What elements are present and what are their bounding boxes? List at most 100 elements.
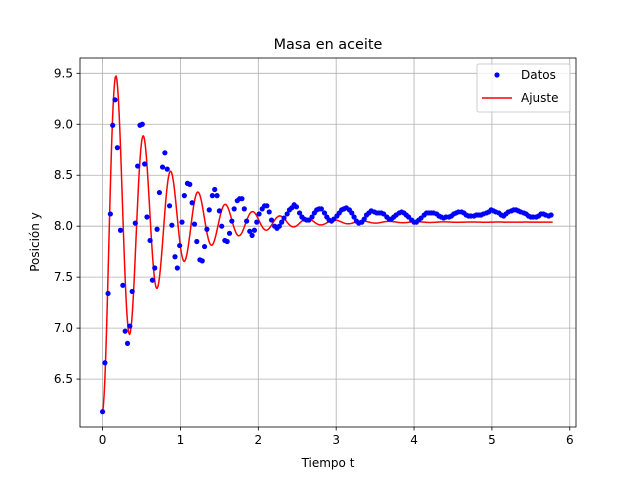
data-point xyxy=(177,242,183,249)
data-point xyxy=(174,265,180,271)
data-point xyxy=(189,200,195,206)
data-point xyxy=(181,193,187,199)
y-tick-label: 9.0 xyxy=(54,117,73,131)
data-point xyxy=(102,360,108,366)
data-point xyxy=(156,189,163,196)
data-point xyxy=(206,207,212,213)
data-point xyxy=(281,215,287,221)
legend-marker-datos xyxy=(494,72,500,78)
x-tick-label: 1 xyxy=(177,433,185,447)
y-tick-label: 9.5 xyxy=(54,66,73,80)
data-point xyxy=(351,214,357,220)
legend-label-datos: Datos xyxy=(521,68,556,82)
data-point xyxy=(191,221,198,227)
data-point xyxy=(224,238,230,245)
data-point xyxy=(318,206,324,212)
data-point xyxy=(147,237,153,244)
data-point xyxy=(231,206,237,212)
data-point xyxy=(309,214,315,220)
y-tick-label: 8.0 xyxy=(54,219,73,233)
data-point xyxy=(154,226,160,232)
data-point xyxy=(120,282,126,288)
data-point xyxy=(321,210,328,216)
data-point xyxy=(187,181,193,187)
data-point xyxy=(361,216,367,222)
data-point xyxy=(201,243,208,250)
plot-frame xyxy=(79,57,577,428)
legend: Datos Ajuste xyxy=(476,63,571,113)
data-point xyxy=(99,409,106,415)
grid xyxy=(80,58,576,427)
data-point xyxy=(214,193,220,199)
data-point xyxy=(127,323,133,329)
data-point xyxy=(107,211,113,217)
data-point xyxy=(254,219,260,225)
data-point xyxy=(226,230,233,236)
data-point xyxy=(204,226,210,232)
data-point xyxy=(166,203,173,209)
x-tick-label: 4 xyxy=(410,433,418,447)
data-point xyxy=(142,161,148,167)
data-point xyxy=(296,210,303,216)
data-point xyxy=(162,150,168,156)
data-point xyxy=(244,218,250,224)
data-point xyxy=(293,204,300,210)
fit-series xyxy=(101,75,553,412)
x-axis-label: Tiempo t xyxy=(301,456,355,470)
legend-box xyxy=(476,63,571,113)
x-tick-label: 5 xyxy=(488,433,496,447)
data-point xyxy=(276,223,282,229)
x-tick-label: 3 xyxy=(332,433,340,447)
data-point xyxy=(264,203,270,209)
data-point xyxy=(139,121,145,127)
data-point xyxy=(209,193,215,199)
data-point xyxy=(110,122,116,128)
legend-label-ajuste: Ajuste xyxy=(521,91,559,105)
data-point xyxy=(548,212,554,218)
data-point xyxy=(212,186,218,193)
data-point xyxy=(266,209,272,215)
data-point xyxy=(349,210,355,216)
data-point xyxy=(256,211,262,217)
data-point xyxy=(249,232,255,238)
data-point xyxy=(112,97,118,103)
data-point xyxy=(199,258,205,264)
data-point xyxy=(122,328,128,334)
data-point xyxy=(194,238,200,245)
data-point xyxy=(284,211,290,217)
data-point xyxy=(152,265,158,271)
data-point xyxy=(247,228,253,234)
y-tick-label: 8.5 xyxy=(54,168,73,182)
x-tick-label: 2 xyxy=(254,433,262,447)
data-point xyxy=(129,288,135,295)
data-point xyxy=(216,208,222,214)
x-tick-label: 6 xyxy=(566,433,574,447)
data-point xyxy=(124,340,131,347)
data-point xyxy=(229,218,235,224)
data-point xyxy=(219,223,225,229)
data-point xyxy=(132,220,138,226)
chart-title: Masa en aceite xyxy=(274,37,383,53)
data-point xyxy=(251,227,258,233)
data-point xyxy=(149,277,156,283)
y-tick-label: 6.5 xyxy=(54,372,73,386)
data-point xyxy=(117,227,124,233)
data-point xyxy=(179,219,185,225)
x-tick-label: 0 xyxy=(99,433,107,447)
y-tick-label: 7.0 xyxy=(54,321,73,335)
fit-line xyxy=(101,75,553,412)
data-point xyxy=(159,164,166,170)
data-series xyxy=(99,97,554,415)
data-point xyxy=(239,196,245,202)
axis-ticks: 0 1 2 3 4 5 6 6.5 7.0 7.5 8.0 8.5 9.0 9.5 xyxy=(54,66,574,447)
data-point xyxy=(268,217,275,223)
data-point xyxy=(114,145,120,151)
data-point xyxy=(144,214,150,220)
data-point xyxy=(105,290,111,297)
data-point xyxy=(172,254,178,260)
y-axis-label: Posición y xyxy=(28,212,42,272)
data-point xyxy=(241,206,247,212)
data-point xyxy=(135,163,141,169)
y-tick-label: 7.5 xyxy=(54,270,73,284)
